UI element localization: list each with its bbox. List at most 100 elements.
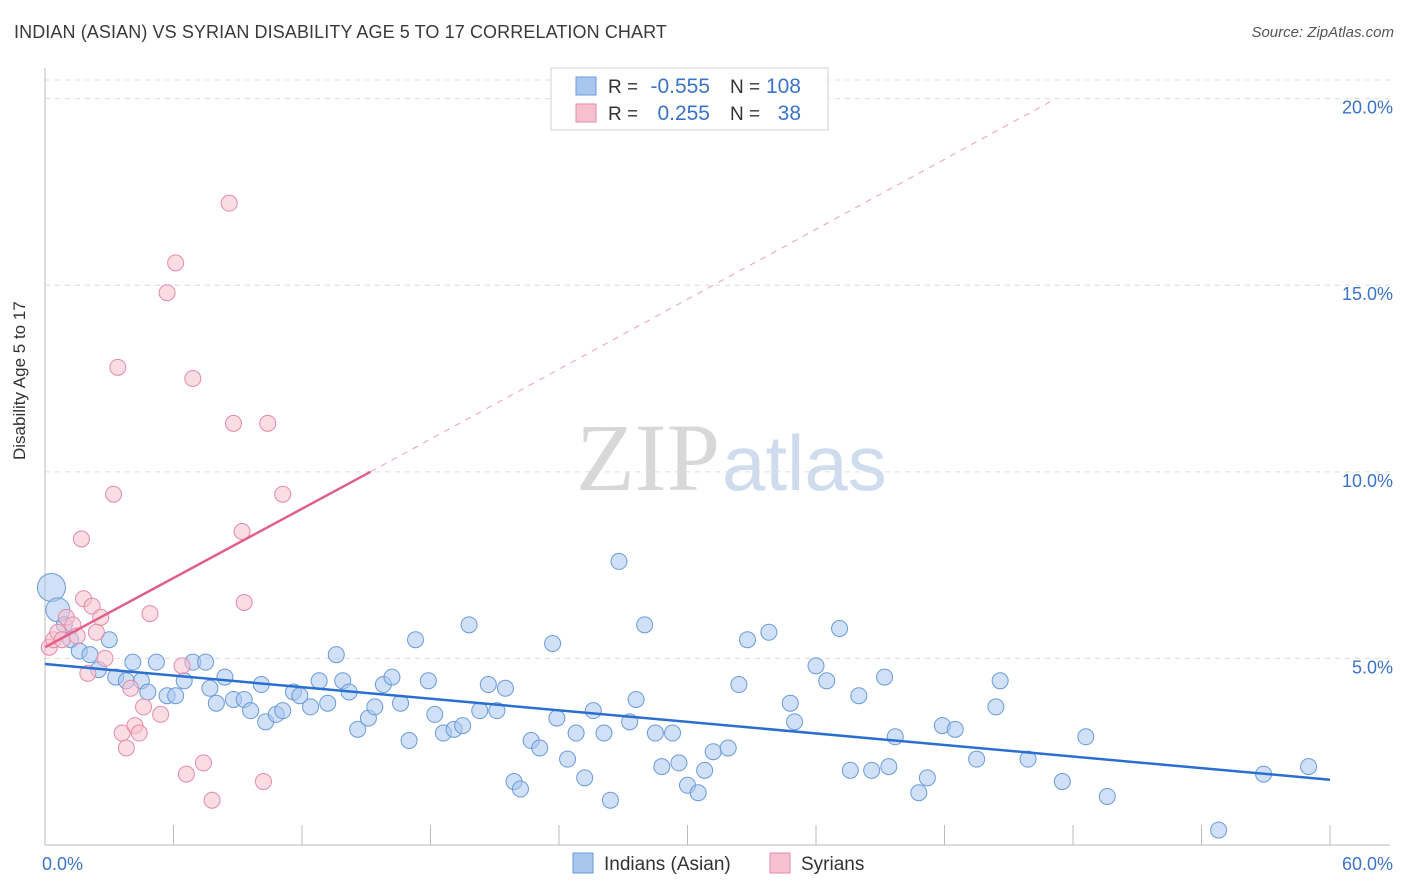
data-point-indians-asian [201, 679, 219, 697]
data-point-indians-asian [383, 668, 401, 686]
bottom-legend: Indians (Asian) Syrians [572, 852, 864, 875]
y-tick-label: 5.0% [1352, 657, 1393, 677]
legend-swatch-syrians [575, 103, 597, 123]
data-point-indians-asian [207, 694, 225, 712]
data-point-syrians [177, 765, 195, 783]
legend-frame [550, 67, 829, 131]
data-point-indians-asian [863, 761, 881, 779]
data-point-indians-asian [471, 702, 489, 720]
data-point-indians-asian [670, 754, 688, 772]
data-point-indians-asian [786, 713, 804, 731]
data-point-syrians [167, 254, 185, 272]
source-label: Source: ZipAtlas.com [1251, 24, 1394, 41]
x-tick-label: 0.0% [42, 854, 83, 874]
data-point-syrians [130, 724, 148, 742]
data-point-indians-asian [886, 728, 904, 746]
data-point-syrians [117, 739, 135, 757]
data-point-indians-asian [407, 631, 425, 649]
data-point-indians-asian [636, 616, 654, 634]
data-point-indians-asian [567, 724, 585, 742]
data-point-indians-asian [880, 758, 898, 776]
data-point-syrians [152, 705, 170, 723]
data-point-indians-asian [511, 780, 529, 798]
data-point-indians-asian [400, 732, 418, 750]
data-point-indians-asian [1210, 821, 1228, 839]
data-point-indians-asian [807, 657, 825, 675]
data-point-indians-asian [653, 758, 671, 776]
data-point-indians-asian [1300, 758, 1318, 776]
data-point-indians-asian [167, 687, 185, 705]
data-point-indians-asian [310, 672, 328, 690]
data-point-indians-asian [327, 646, 345, 664]
data-point-indians-asian [559, 750, 577, 768]
legend-swatch-indians-asian [575, 76, 597, 96]
data-point-indians-asian [100, 631, 118, 649]
data-point-indians-asian [36, 573, 66, 603]
data-point-indians-asian [584, 702, 602, 720]
data-point-indians-asian [818, 672, 836, 690]
data-point-syrians [259, 414, 277, 432]
data-point-indians-asian [968, 750, 986, 768]
data-point-indians-asian [242, 702, 260, 720]
data-point-syrians [105, 485, 123, 503]
data-point-indians-asian [910, 784, 928, 802]
data-point-indians-asian [576, 769, 594, 787]
data-point-syrians [87, 623, 105, 641]
data-point-indians-asian [216, 668, 234, 686]
bottom-legend-swatch-indians-asian [572, 852, 594, 874]
data-point-syrians [184, 370, 202, 388]
data-point-indians-asian [876, 668, 894, 686]
bottom-legend-label-indians-asian: Indians (Asian) [604, 854, 731, 875]
data-point-indians-asian [1098, 787, 1116, 805]
legend-n-label: N = [730, 104, 760, 125]
data-point-syrians [194, 754, 212, 772]
data-point-indians-asian [987, 698, 1005, 716]
data-point-indians-asian [454, 717, 472, 735]
data-point-syrians [135, 698, 153, 716]
data-point-syrians [173, 657, 191, 675]
data-point-syrians [122, 679, 140, 697]
data-point-indians-asian [760, 623, 778, 641]
data-point-indians-asian [488, 702, 506, 720]
data-point-indians-asian [366, 698, 384, 716]
data-point-indians-asian [531, 739, 549, 757]
legend-n-value: 108 [766, 75, 801, 98]
data-point-indians-asian [946, 720, 964, 738]
data-point-indians-asian [1053, 773, 1071, 791]
data-point-syrians [141, 605, 159, 623]
legend-n-value: 38 [778, 102, 801, 125]
legend-r-label: R = [608, 77, 638, 98]
data-point-syrians [203, 791, 221, 809]
y-tick-label: 10.0% [1342, 471, 1393, 491]
watermark-zip: ZIP [576, 404, 720, 511]
data-point-indians-asian [139, 683, 157, 701]
legend-n-label: N = [730, 77, 760, 98]
legend-r-value: -0.555 [650, 75, 710, 98]
series-indians-asian [36, 552, 1318, 839]
bottom-legend-swatch-syrians [769, 852, 791, 874]
y-tick-label: 20.0% [1342, 98, 1393, 118]
data-point-indians-asian [124, 653, 142, 671]
data-point-syrians [72, 530, 90, 548]
data-point-indians-asian [689, 784, 707, 802]
data-point-indians-asian [841, 761, 859, 779]
data-point-indians-asian [601, 791, 619, 809]
watermark-atlas: atlas [722, 419, 887, 507]
data-point-indians-asian [918, 769, 936, 787]
data-point-indians-asian [595, 724, 613, 742]
data-point-indians-asian [627, 690, 645, 708]
data-point-indians-asian [197, 653, 215, 671]
data-point-indians-asian [719, 739, 737, 757]
data-point-syrians [224, 414, 242, 432]
data-point-indians-asian [696, 761, 714, 779]
data-point-indians-asian [704, 743, 722, 761]
data-point-indians-asian [781, 694, 799, 712]
data-point-indians-asian [419, 672, 437, 690]
data-point-indians-asian [831, 620, 849, 638]
data-point-indians-asian [81, 646, 99, 664]
chart-title: INDIAN (ASIAN) VS SYRIAN DISABILITY AGE … [14, 22, 668, 42]
data-point-indians-asian [1077, 728, 1095, 746]
data-point-indians-asian [738, 631, 756, 649]
data-point-indians-asian [319, 694, 337, 712]
